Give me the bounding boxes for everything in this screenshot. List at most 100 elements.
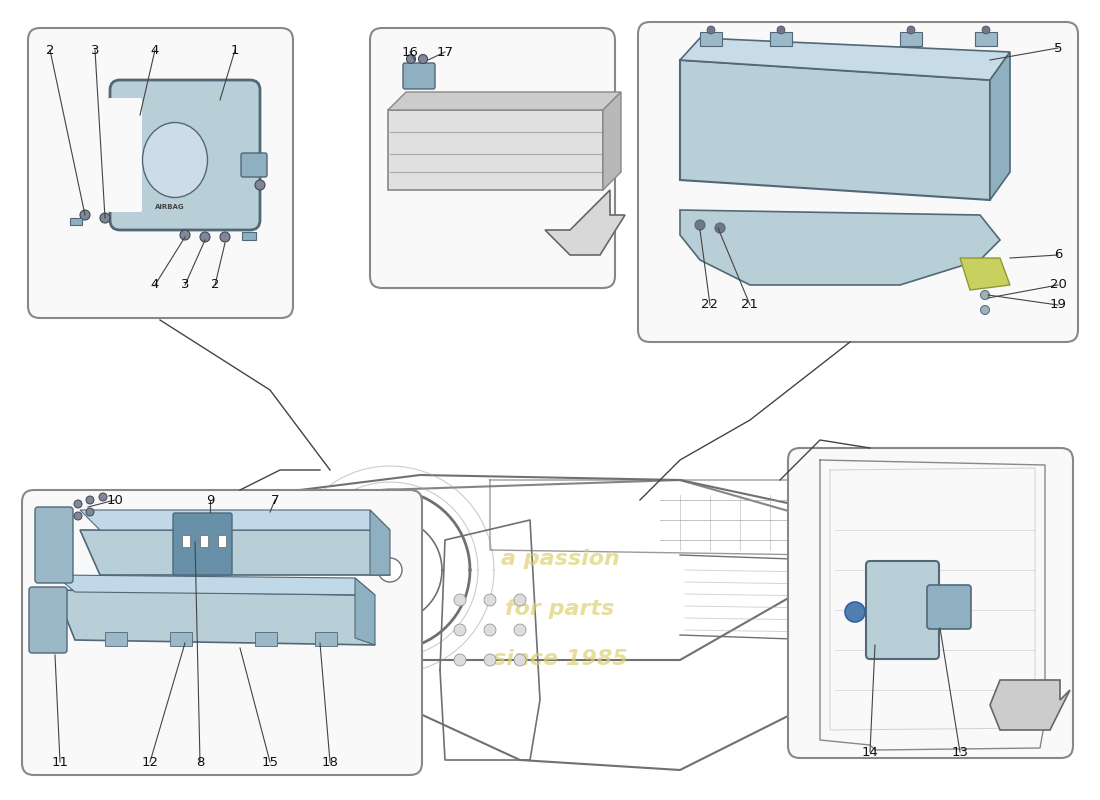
Polygon shape bbox=[388, 92, 621, 110]
Text: 4: 4 bbox=[151, 43, 160, 57]
Bar bbox=[182, 535, 190, 547]
Circle shape bbox=[454, 654, 466, 666]
Circle shape bbox=[407, 54, 416, 63]
Text: AIRBAG: AIRBAG bbox=[155, 204, 185, 210]
FancyBboxPatch shape bbox=[866, 561, 939, 659]
Bar bbox=[255, 632, 277, 646]
FancyBboxPatch shape bbox=[29, 587, 67, 653]
Ellipse shape bbox=[143, 122, 208, 198]
Text: 13: 13 bbox=[952, 746, 968, 758]
Polygon shape bbox=[990, 680, 1070, 730]
Text: 1: 1 bbox=[231, 43, 240, 57]
Text: 11: 11 bbox=[52, 755, 68, 769]
Text: 4: 4 bbox=[151, 278, 160, 291]
Circle shape bbox=[484, 624, 496, 636]
Text: 17: 17 bbox=[437, 46, 453, 58]
FancyBboxPatch shape bbox=[28, 28, 293, 318]
FancyBboxPatch shape bbox=[638, 22, 1078, 342]
Polygon shape bbox=[80, 530, 390, 575]
Polygon shape bbox=[680, 210, 1000, 285]
Text: 22: 22 bbox=[702, 298, 718, 311]
Circle shape bbox=[454, 624, 466, 636]
Circle shape bbox=[484, 594, 496, 606]
Bar bbox=[900, 32, 922, 46]
Circle shape bbox=[99, 493, 107, 501]
Circle shape bbox=[418, 54, 428, 63]
Circle shape bbox=[514, 624, 526, 636]
FancyBboxPatch shape bbox=[241, 153, 267, 177]
FancyBboxPatch shape bbox=[35, 507, 73, 583]
Polygon shape bbox=[370, 510, 390, 575]
Circle shape bbox=[980, 306, 990, 314]
Text: 18: 18 bbox=[321, 755, 339, 769]
FancyBboxPatch shape bbox=[22, 490, 422, 775]
FancyBboxPatch shape bbox=[110, 80, 260, 230]
Text: 8: 8 bbox=[196, 755, 205, 769]
Polygon shape bbox=[680, 38, 1010, 80]
Circle shape bbox=[908, 26, 915, 34]
Polygon shape bbox=[680, 60, 990, 200]
Polygon shape bbox=[55, 590, 375, 645]
Polygon shape bbox=[80, 510, 390, 530]
Bar bbox=[315, 632, 337, 646]
Circle shape bbox=[86, 508, 94, 516]
Bar bbox=[70, 218, 82, 225]
Bar bbox=[200, 535, 208, 547]
Text: 10: 10 bbox=[107, 494, 123, 506]
FancyBboxPatch shape bbox=[173, 513, 232, 575]
FancyBboxPatch shape bbox=[927, 585, 971, 629]
Circle shape bbox=[86, 496, 94, 504]
Polygon shape bbox=[544, 190, 625, 255]
Circle shape bbox=[100, 213, 110, 223]
Bar bbox=[170, 632, 192, 646]
Polygon shape bbox=[355, 578, 375, 645]
Text: 3: 3 bbox=[180, 278, 189, 291]
FancyBboxPatch shape bbox=[788, 448, 1072, 758]
Bar bbox=[104, 632, 126, 646]
Text: 5: 5 bbox=[1054, 42, 1063, 54]
Circle shape bbox=[255, 180, 265, 190]
Text: 15: 15 bbox=[262, 755, 278, 769]
Text: 20: 20 bbox=[1049, 278, 1066, 291]
Circle shape bbox=[980, 290, 990, 299]
Text: since 1985: since 1985 bbox=[493, 649, 627, 669]
Text: 14: 14 bbox=[861, 746, 879, 758]
Circle shape bbox=[200, 232, 210, 242]
Text: 6: 6 bbox=[1054, 249, 1063, 262]
Circle shape bbox=[695, 220, 705, 230]
Polygon shape bbox=[603, 92, 622, 190]
Text: 3: 3 bbox=[90, 43, 99, 57]
Circle shape bbox=[454, 594, 466, 606]
Text: 12: 12 bbox=[142, 755, 158, 769]
Bar bbox=[218, 535, 226, 547]
Text: 19: 19 bbox=[1049, 298, 1066, 311]
Circle shape bbox=[982, 26, 990, 34]
FancyBboxPatch shape bbox=[403, 63, 434, 89]
Text: 9: 9 bbox=[206, 494, 214, 506]
Polygon shape bbox=[960, 258, 1010, 290]
Circle shape bbox=[484, 654, 496, 666]
Circle shape bbox=[707, 26, 715, 34]
Bar bbox=[700, 32, 722, 46]
Text: 21: 21 bbox=[741, 298, 759, 311]
Text: 16: 16 bbox=[402, 46, 418, 58]
FancyBboxPatch shape bbox=[370, 28, 615, 288]
Circle shape bbox=[220, 232, 230, 242]
Circle shape bbox=[715, 223, 725, 233]
Text: 7: 7 bbox=[271, 494, 279, 506]
Polygon shape bbox=[990, 52, 1010, 200]
Bar bbox=[975, 32, 997, 46]
FancyBboxPatch shape bbox=[108, 98, 142, 212]
Circle shape bbox=[74, 500, 82, 508]
Circle shape bbox=[845, 602, 865, 622]
Circle shape bbox=[514, 654, 526, 666]
Bar bbox=[770, 32, 792, 46]
Circle shape bbox=[74, 512, 82, 520]
Polygon shape bbox=[55, 575, 375, 595]
Circle shape bbox=[378, 558, 402, 582]
Circle shape bbox=[777, 26, 785, 34]
Circle shape bbox=[514, 594, 526, 606]
Text: for parts: for parts bbox=[505, 599, 615, 619]
Bar bbox=[388, 110, 603, 190]
Bar bbox=[242, 232, 256, 240]
